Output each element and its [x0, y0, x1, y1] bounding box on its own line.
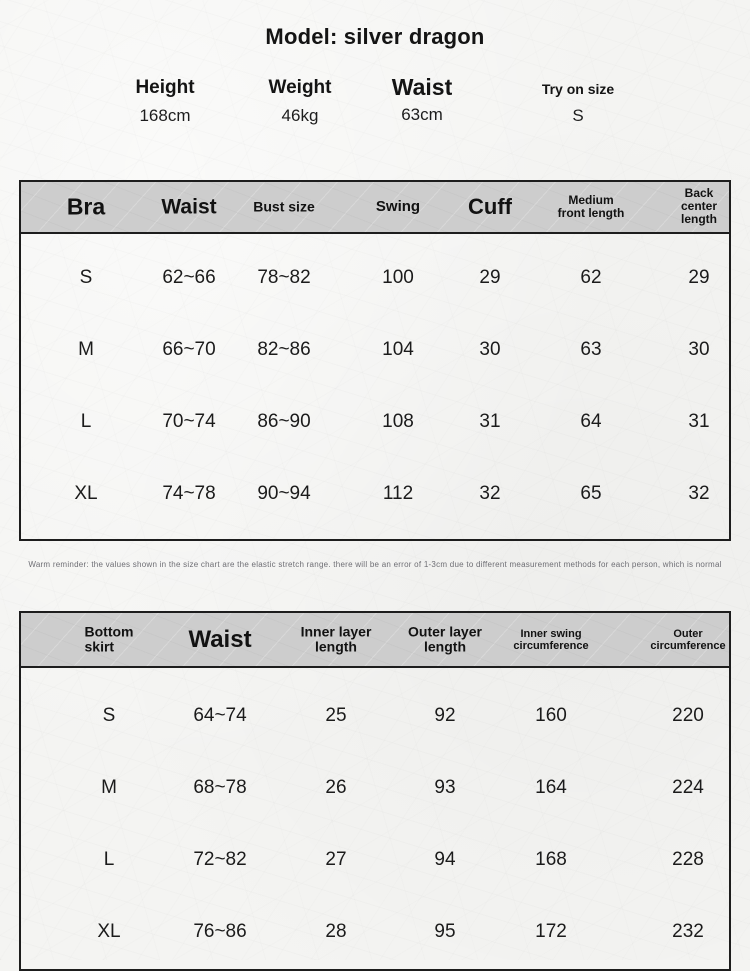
- table-row: 26: [325, 777, 347, 798]
- table-row: 72~82: [193, 849, 247, 870]
- table-row: S: [102, 705, 116, 726]
- bra-table-header-bra: Bra: [66, 193, 106, 220]
- bra-table-header-cuff: Cuff: [468, 193, 512, 219]
- table-row: 82~86: [257, 339, 311, 360]
- table-row: M: [101, 777, 117, 798]
- bra-table-header-bust-size: Bust size: [253, 198, 315, 215]
- table-row: 112: [382, 483, 414, 504]
- bra-table-header-swing: Swing: [375, 197, 421, 215]
- table-row: 95: [434, 921, 456, 942]
- table-row: 32: [688, 483, 710, 504]
- model-spec-weight-label: Weight: [268, 77, 332, 98]
- table-row: 65: [580, 483, 602, 504]
- table-row: L: [103, 849, 115, 870]
- table-row: 27: [325, 849, 347, 870]
- bra-size-table-header-row: Bra Waist Bust size Swing Cuff Medium fr…: [21, 182, 729, 234]
- table-row: 64: [580, 411, 602, 432]
- model-spec-waist: Waist 63cm: [392, 75, 453, 124]
- table-row: 100: [382, 267, 414, 288]
- table-row: 90~94: [257, 483, 311, 504]
- bra-size-table: Bra Waist Bust size Swing Cuff Medium fr…: [19, 180, 731, 541]
- table-row: 93: [434, 777, 456, 798]
- model-spec-height-value: 168cm: [139, 105, 191, 125]
- table-row: 76~86: [193, 921, 247, 942]
- table-row: 232: [672, 921, 704, 942]
- skirt-size-table-header-row: Bottom skirt Waist Inner layer length Ou…: [21, 613, 729, 668]
- skirt-table-header-outer-circumference: Outer circumference: [650, 627, 726, 652]
- table-row: S: [79, 267, 93, 288]
- model-spec-height-label: Height: [135, 77, 195, 98]
- skirt-table-header-bottom-skirt: Bottom skirt: [84, 623, 134, 655]
- skirt-table-header-inner-layer-length: Inner layer length: [300, 623, 372, 655]
- bra-table-header-waist: Waist: [161, 195, 217, 219]
- model-spec-tryonsize-value: S: [572, 105, 584, 125]
- table-row: 28: [325, 921, 347, 942]
- table-row: 160: [535, 705, 567, 726]
- table-row: 86~90: [257, 411, 311, 432]
- bra-table-header-medium-front-length: Medium front length: [557, 192, 625, 220]
- table-row: 92: [434, 705, 456, 726]
- table-row: 94: [434, 849, 456, 870]
- model-spec-weight: Weight 46kg: [269, 78, 332, 125]
- table-row: 70~74: [162, 411, 216, 432]
- skirt-table-header-inner-swing-circumference: Inner swing circumference: [513, 627, 589, 652]
- model-spec-height: Height 168cm: [135, 78, 194, 125]
- table-row: 228: [672, 849, 704, 870]
- table-row: 224: [672, 777, 704, 798]
- bra-size-table-body: S 62~66 78~82 100 29 62 29 M 66~70 82~86…: [21, 234, 729, 541]
- skirt-table-header-outer-layer-length: Outer layer length: [408, 623, 482, 655]
- table-row: 74~78: [162, 483, 216, 504]
- table-row: L: [80, 411, 92, 432]
- table-row: 31: [688, 411, 710, 432]
- warm-reminder-note: Warm reminder: the values shown in the s…: [28, 560, 722, 569]
- model-spec-tryonsize: Try on size S: [542, 82, 614, 125]
- bottom-skirt-size-table: Bottom skirt Waist Inner layer length Ou…: [19, 611, 731, 971]
- table-row: 66~70: [162, 339, 216, 360]
- table-row: 220: [672, 705, 704, 726]
- table-row: 29: [479, 267, 501, 288]
- table-row: 78~82: [257, 267, 311, 288]
- model-spec-row: Height 168cm Weight 46kg Waist 63cm Try …: [0, 75, 750, 140]
- table-row: 32: [479, 483, 501, 504]
- table-row: 30: [688, 339, 710, 360]
- model-spec-waist-label: Waist: [391, 74, 453, 100]
- table-row: 29: [688, 267, 710, 288]
- table-row: 30: [479, 339, 501, 360]
- table-row: 31: [479, 411, 501, 432]
- table-row: 168: [535, 849, 567, 870]
- table-row: XL: [97, 921, 121, 942]
- table-row: M: [78, 339, 94, 360]
- table-row: 108: [382, 411, 414, 432]
- skirt-size-table-body: S 64~74 25 92 160 220 M 68~78 26 93 164 …: [21, 668, 729, 971]
- bra-table-header-back-center-length: Back center length: [680, 186, 718, 227]
- table-row: 62~66: [162, 267, 216, 288]
- table-row: 68~78: [193, 777, 247, 798]
- skirt-table-header-waist: Waist: [188, 625, 252, 653]
- table-row: XL: [74, 483, 98, 504]
- table-row: 25: [325, 705, 347, 726]
- page-title: Model: silver dragon: [265, 24, 485, 49]
- model-spec-tryonsize-label: Try on size: [541, 81, 615, 97]
- table-row: 63: [580, 339, 602, 360]
- model-spec-waist-value: 63cm: [401, 105, 443, 125]
- table-row: 62: [580, 267, 602, 288]
- table-row: 104: [382, 339, 414, 360]
- model-spec-weight-value: 46kg: [281, 105, 319, 125]
- table-row: 64~74: [193, 705, 247, 726]
- table-row: 172: [535, 921, 567, 942]
- table-row: 164: [535, 777, 567, 798]
